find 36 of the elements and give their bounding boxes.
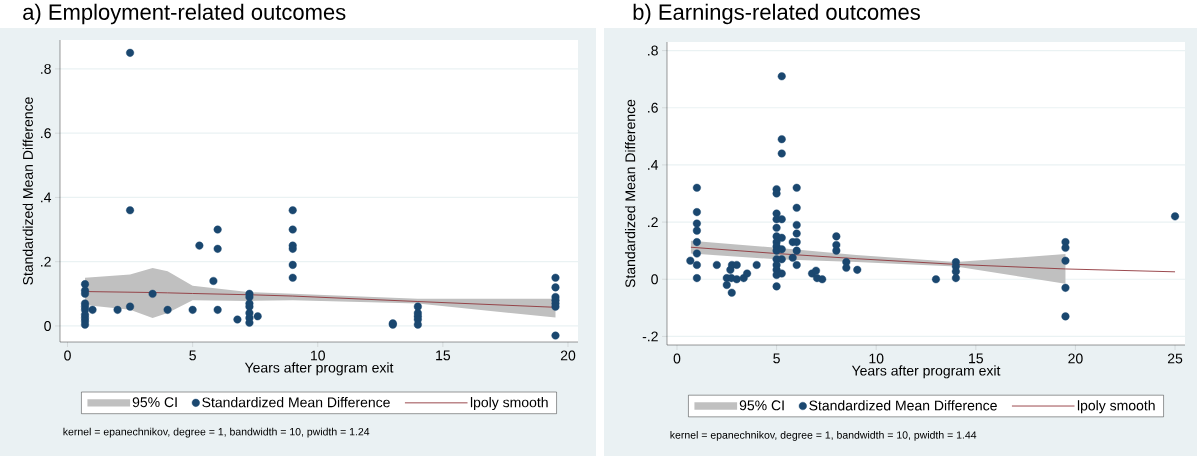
chart-title: b) Earnings-related outcomes <box>633 3 920 25</box>
y-tick-label: .2 <box>41 256 51 267</box>
legend-label: Standardized Mean Difference <box>202 397 390 408</box>
x-tick-label: 10 <box>869 353 884 364</box>
legend-label: lpoly smooth <box>1077 400 1155 414</box>
x-tick-label: 20 <box>1068 353 1083 364</box>
y-tick-label: .4 <box>648 160 659 170</box>
y-tick-label: .6 <box>41 128 51 139</box>
x-tick-label: 5 <box>189 350 196 361</box>
x-tick-label: 0 <box>673 353 681 364</box>
y-tick-label: .8 <box>41 63 51 74</box>
legend-label: Standardized Mean Difference <box>809 400 997 411</box>
y-axis-title: Standardized Mean Difference <box>624 99 636 288</box>
x-axis-title: Years after program exit <box>244 362 394 376</box>
text: 95% CI <box>132 397 177 408</box>
x-tick-label: 10 <box>311 350 325 361</box>
y-tick-label: .6 <box>648 102 658 113</box>
text: 95% CI <box>739 400 784 411</box>
text: kernel = epanechnikov, degree = 1, bandwidth = 10, pwidth = 1.24 <box>63 427 370 438</box>
x-tick-label: 5 <box>773 353 780 364</box>
x-tick-label: 25 <box>1167 353 1183 364</box>
x-tick-label: 0 <box>64 350 71 361</box>
text: kernel = epanechnikov, degree = 1, bandwidth = 10, pwidth = 1.44 <box>670 431 977 441</box>
y-tick-label: 0 <box>651 274 658 285</box>
y-tick-label: -.2 <box>642 331 658 342</box>
x-tick-label: 15 <box>436 350 451 361</box>
y-tick-label: .2 <box>648 217 658 227</box>
y-axis-title: Standardized Mean Difference <box>22 97 33 285</box>
x-tick-label: 15 <box>969 353 984 364</box>
legend-label: lpoly smooth <box>470 397 548 411</box>
x-axis-title: Years after program exit <box>851 365 1001 379</box>
x-tick-label: 20 <box>560 350 576 361</box>
chart-title: a) Employment-related outcomes <box>23 3 346 25</box>
y-tick-label: 0 <box>44 320 51 331</box>
y-tick-label: .8 <box>648 45 658 56</box>
y-tick-label: .4 <box>41 192 52 203</box>
